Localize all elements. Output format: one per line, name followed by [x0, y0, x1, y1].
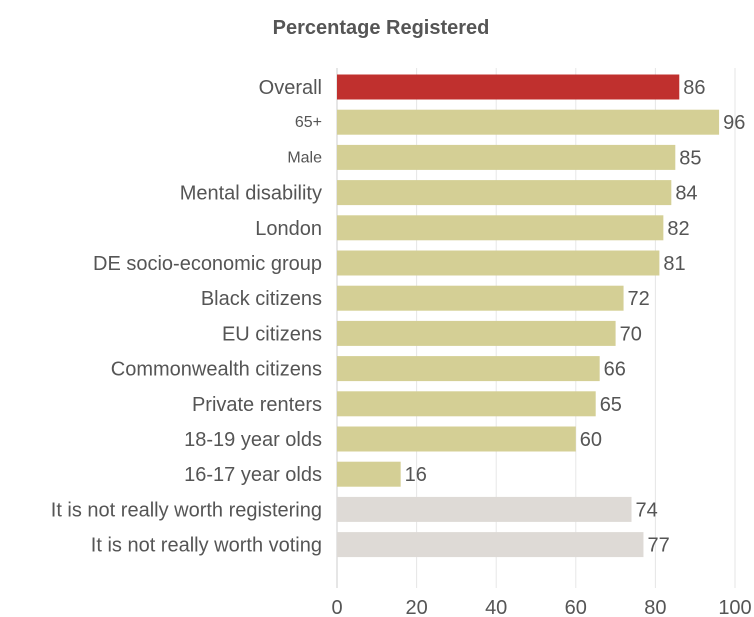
- x-tick-label: 60: [565, 597, 587, 617]
- value-label: 60: [580, 429, 602, 451]
- value-labels: 86 96 85 84 82 81 72 70 66 65 60 16 74 77: [405, 77, 746, 557]
- value-label: 86: [683, 77, 705, 99]
- value-label: 65: [600, 394, 622, 416]
- bar: [337, 180, 672, 206]
- bar: [337, 320, 616, 346]
- value-label: 77: [647, 535, 669, 557]
- category-label: 18-19 year olds: [184, 429, 322, 451]
- category-label: It is not really worth voting: [91, 535, 322, 557]
- value-label: 84: [675, 183, 697, 205]
- category-label: It is not really worth registering: [51, 499, 322, 521]
- category-label: 65+: [295, 114, 322, 131]
- value-label: 82: [667, 218, 689, 240]
- x-tick-label: 100: [718, 597, 751, 617]
- category-label: Male: [287, 149, 322, 166]
- category-label: Mental disability: [180, 183, 322, 205]
- x-tick-label: 40: [485, 597, 507, 617]
- chart-title: Percentage Registered: [273, 17, 490, 39]
- bar: [337, 285, 624, 311]
- bar: [337, 391, 596, 417]
- bar: [337, 144, 676, 170]
- bar: [337, 496, 632, 522]
- x-axis-ticks: 0 20 40 60 80 100: [331, 597, 751, 617]
- category-label: DE socio-economic group: [93, 253, 322, 275]
- bar: [337, 426, 576, 452]
- bar: [337, 109, 720, 135]
- value-label: 66: [604, 359, 626, 381]
- bar: [337, 461, 401, 487]
- bars: [337, 74, 720, 558]
- value-label: 72: [628, 288, 650, 310]
- value-label: 70: [620, 323, 642, 345]
- x-tick-label: 80: [644, 597, 666, 617]
- bar: [337, 74, 680, 100]
- category-label: Commonwealth citizens: [111, 359, 322, 381]
- x-tick-label: 0: [331, 597, 342, 617]
- category-label: Overall: [259, 77, 322, 99]
- bar: [337, 532, 644, 558]
- category-label: EU citizens: [222, 323, 322, 345]
- category-label: 16-17 year olds: [184, 464, 322, 486]
- bar: [337, 250, 660, 276]
- bar: [337, 356, 600, 382]
- category-label: Private renters: [192, 394, 322, 416]
- category-label: Black citizens: [201, 288, 322, 310]
- value-label: 85: [679, 147, 701, 169]
- value-label: 74: [636, 499, 658, 521]
- value-label: 96: [723, 112, 745, 134]
- value-label: 81: [663, 253, 685, 275]
- x-tick-label: 20: [405, 597, 427, 617]
- value-label: 16: [405, 464, 427, 486]
- category-label: London: [255, 218, 322, 240]
- bar: [337, 215, 664, 241]
- category-labels: Overall 65+ Male Mental disability London DE …: [51, 77, 322, 557]
